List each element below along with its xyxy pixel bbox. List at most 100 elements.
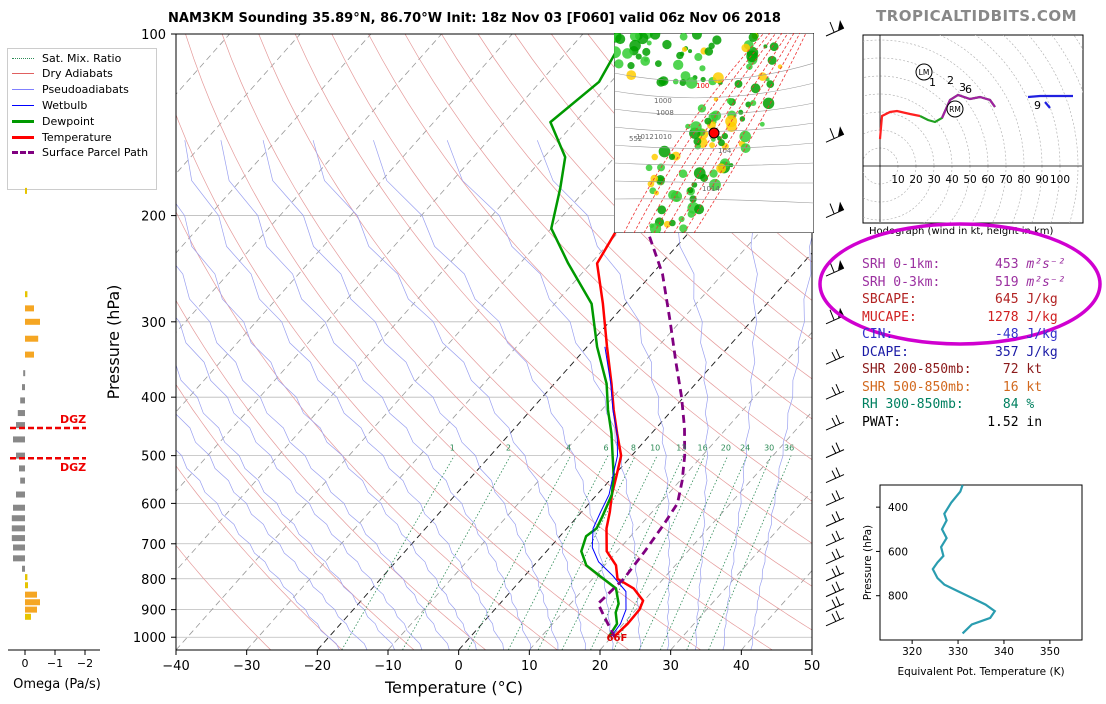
contour-label: 1008 xyxy=(656,109,674,117)
omega-bar xyxy=(20,477,25,484)
x-tick-label: −40 xyxy=(162,659,189,674)
precip-blob xyxy=(678,215,685,223)
moist-adiabat xyxy=(184,140,504,650)
pressure-contour xyxy=(614,82,814,99)
precip-blob xyxy=(726,97,734,105)
precip-blob xyxy=(769,42,779,52)
wind-barb xyxy=(825,414,845,431)
isotherm xyxy=(246,34,796,650)
omega-bar xyxy=(13,504,25,511)
precip-blob xyxy=(741,43,751,53)
omega-bar xyxy=(13,544,25,551)
hodograph-ring-label: 90 xyxy=(1035,174,1048,186)
x-tick-label: 30 xyxy=(662,659,679,674)
precip-blob xyxy=(685,77,698,89)
precip-blob xyxy=(709,178,721,191)
precip-blob xyxy=(746,50,758,63)
hodograph-ring-label: 30 xyxy=(927,174,940,186)
mixing-ratio-label: 20 xyxy=(721,444,731,453)
hodograph: 10 20 30 40 50 60 70 80 90 100 LM RM 1 23 6 9 xyxy=(862,34,1084,224)
mixing-ratio-line xyxy=(341,455,455,650)
omega-bar xyxy=(25,606,37,613)
hodograph-frame xyxy=(862,34,1084,224)
hodograph-path-top xyxy=(1027,94,1073,99)
dry-adiabat xyxy=(514,34,812,340)
legend-swatch xyxy=(12,119,34,123)
precip-blob xyxy=(681,46,688,52)
legend-label: Surface Parcel Path xyxy=(42,146,149,160)
param-row: CIN: -48 J/kg xyxy=(862,326,1066,344)
x-tick-label: 40 xyxy=(733,659,750,674)
height-contour xyxy=(633,33,771,233)
legend-item: Sat. Mix. Ratio xyxy=(12,51,121,65)
moist-adiabat xyxy=(750,235,812,650)
y-tick-label: 300 xyxy=(141,316,166,331)
omega-bar xyxy=(11,535,25,542)
moist-adiabat xyxy=(176,413,368,650)
legend-label: Dry Adiabats xyxy=(42,67,113,81)
thetae-y-axis-label: Pressure (hPa) xyxy=(862,525,874,600)
hodograph-ring-label: 60 xyxy=(981,174,994,186)
height-contour xyxy=(683,33,801,233)
y-tick-label: 800 xyxy=(141,573,166,588)
wind-barb xyxy=(825,467,845,484)
precip-blob xyxy=(657,205,667,215)
y-tick-label: 100 xyxy=(141,28,166,43)
isotherm-key xyxy=(316,93,812,650)
moist-adiabat xyxy=(536,140,671,650)
isotherm xyxy=(176,34,301,175)
param-row: SRH 0-1km: 453 m²s⁻² xyxy=(862,256,1066,274)
precip-blob xyxy=(763,44,768,49)
dry-adiabat xyxy=(258,34,812,631)
dry-adiabat xyxy=(176,210,558,650)
wind-barb xyxy=(825,126,845,143)
param-value: -48 xyxy=(979,327,1027,342)
moist-adiabat xyxy=(312,140,586,650)
moist-adiabat xyxy=(176,317,423,650)
omega-bar xyxy=(25,591,37,598)
omega-bar xyxy=(25,335,39,342)
height-contour xyxy=(673,33,795,233)
precip-blob xyxy=(759,121,765,127)
precip-blob xyxy=(691,33,702,40)
legend-swatch xyxy=(12,73,34,75)
mixing-ratio-label: 2 xyxy=(506,444,511,453)
precip-blob xyxy=(679,51,685,57)
dry-adiabat xyxy=(404,34,812,461)
precip-blob xyxy=(699,65,706,72)
param-row: DCAPE: 357 J/kg xyxy=(862,344,1066,362)
wind-barb xyxy=(825,20,845,37)
param-unit: kt xyxy=(1026,362,1043,377)
contour-label: 1014 xyxy=(702,185,720,193)
param-label: MUCAPE: xyxy=(862,309,980,325)
moist-adiabat xyxy=(176,203,477,650)
precip-blob xyxy=(645,164,653,172)
param-unit: in xyxy=(1026,414,1043,430)
dry-adiabat xyxy=(176,544,272,650)
precip-blob xyxy=(679,224,688,233)
moist-adiabat xyxy=(220,140,532,650)
param-unit: J/kg xyxy=(1026,292,1058,307)
dry-adiabat xyxy=(176,299,487,650)
param-value: 453 xyxy=(979,257,1027,272)
wind-barb xyxy=(825,548,845,565)
y-tick-label: 700 xyxy=(141,538,166,553)
precip-blob xyxy=(642,47,651,56)
omega-tick-label: −1 xyxy=(47,657,63,670)
precip-blob xyxy=(690,121,702,133)
svg-text:RM: RM xyxy=(949,105,961,114)
omega-bar xyxy=(25,582,28,589)
wind-barb xyxy=(825,490,845,506)
precip-blob xyxy=(748,33,758,42)
wind-barb xyxy=(825,383,845,400)
param-value: 16 xyxy=(979,379,1027,395)
chart-title: NAM3KM Sounding 35.89°N, 86.70°W Init: 1… xyxy=(168,11,781,26)
legend-item: Pseudoadiabats xyxy=(12,83,129,97)
omega-bar xyxy=(23,370,26,377)
param-row: SHR 200-850mb: 72 kt xyxy=(862,361,1066,379)
mixing-ratio-line xyxy=(686,455,772,650)
param-label: SBCAPE: xyxy=(862,292,980,307)
contour-label: 1010 xyxy=(654,133,672,141)
omega-bar xyxy=(25,318,40,325)
skewt-chart: 1 2 4 6 8 10 13 16 20 24 30 36−40 −30 −20 −10 0 10 20 30 40… xyxy=(104,20,845,697)
